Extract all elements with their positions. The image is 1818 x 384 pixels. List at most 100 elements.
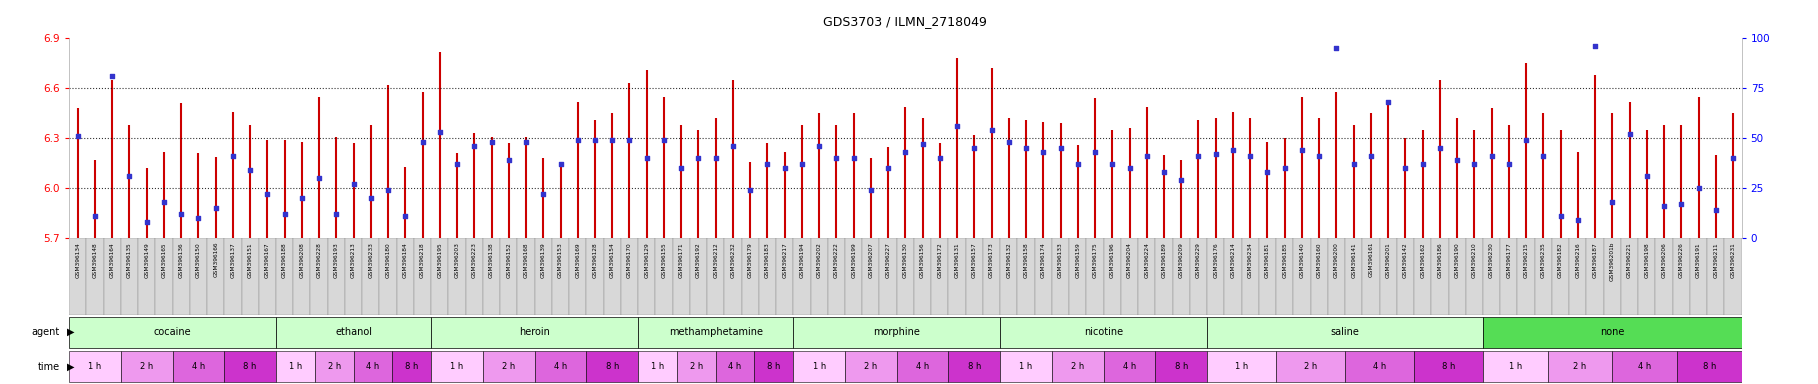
Point (1322, 45, 1351, 51)
Text: GSM396194: GSM396194 (800, 242, 804, 278)
Text: 4 h: 4 h (554, 361, 567, 371)
Text: GSM396131: GSM396131 (954, 242, 960, 278)
Point (718, 143, 747, 149)
Bar (465, 238, 484, 315)
Point (1114, 165, 1144, 171)
Point (684, 155, 713, 161)
Text: GSM396179: GSM396179 (747, 242, 753, 278)
Text: 4 h: 4 h (367, 361, 380, 371)
Bar (896, 238, 914, 315)
Bar (484, 238, 500, 315)
Point (407, 139, 436, 145)
Bar (1053, 238, 1069, 315)
Text: GSM396212: GSM396212 (713, 242, 718, 278)
Point (356, 195, 385, 201)
Point (149, 199, 178, 205)
Text: 1 h: 1 h (813, 361, 825, 371)
Point (649, 137, 678, 143)
Text: GSM396159: GSM396159 (1074, 242, 1080, 278)
Text: GSM396231: GSM396231 (1731, 242, 1736, 278)
Point (1287, 147, 1316, 153)
Bar (1707, 238, 1725, 315)
Text: GSM396162: GSM396162 (1420, 242, 1425, 278)
Bar (1276, 351, 1345, 382)
Bar (1676, 351, 1742, 382)
Text: GSM396193: GSM396193 (335, 242, 338, 278)
Text: GSM396234: GSM396234 (1247, 242, 1253, 278)
Point (633, 155, 662, 161)
Bar (793, 351, 845, 382)
Text: GSM396174: GSM396174 (1042, 242, 1045, 278)
Text: GSM396150: GSM396150 (196, 242, 202, 278)
Text: 2 h: 2 h (864, 361, 878, 371)
Point (1545, 213, 1574, 219)
Point (253, 191, 282, 197)
Text: 2 h: 2 h (140, 361, 153, 371)
Text: morphine: morphine (873, 327, 920, 337)
Point (822, 155, 851, 161)
Bar (949, 351, 1000, 382)
Point (976, 127, 1005, 133)
Text: GSM396208: GSM396208 (300, 242, 304, 278)
Bar (1483, 316, 1742, 348)
Point (425, 129, 454, 135)
Text: GSM396168: GSM396168 (524, 242, 529, 278)
Text: GSM396173: GSM396173 (989, 242, 994, 278)
Text: GSM396180: GSM396180 (385, 242, 391, 278)
Text: 2 h: 2 h (1573, 361, 1587, 371)
Point (1702, 207, 1731, 213)
Point (287, 195, 316, 201)
Point (1718, 155, 1747, 161)
Bar (1483, 238, 1500, 315)
Text: 1 h: 1 h (1020, 361, 1033, 371)
Bar (534, 351, 587, 382)
Bar (949, 238, 965, 315)
Point (1580, 43, 1609, 50)
Point (1374, 99, 1403, 105)
Text: GSM396175: GSM396175 (1093, 242, 1098, 278)
Text: 1 h: 1 h (1234, 361, 1249, 371)
Point (511, 139, 540, 145)
Bar (673, 238, 689, 315)
Bar (811, 238, 827, 315)
Bar (173, 351, 224, 382)
Bar (965, 238, 984, 315)
Bar (1414, 238, 1431, 315)
Text: heroin: heroin (520, 327, 551, 337)
Point (545, 161, 574, 167)
Text: GSM396139: GSM396139 (540, 242, 545, 278)
Bar (1518, 238, 1534, 315)
Bar (1034, 238, 1053, 315)
Point (1045, 145, 1074, 151)
Text: GSM396137: GSM396137 (231, 242, 235, 278)
Bar (1207, 316, 1483, 348)
Text: GSM396188: GSM396188 (282, 242, 287, 278)
Point (994, 139, 1024, 145)
Text: 8 h: 8 h (405, 361, 418, 371)
Text: saline: saline (1331, 327, 1360, 337)
Text: GSM396128: GSM396128 (593, 242, 598, 278)
Point (598, 137, 627, 143)
Bar (707, 238, 724, 315)
Text: GSM396153: GSM396153 (558, 242, 564, 278)
Bar (1087, 238, 1104, 315)
Point (460, 143, 489, 149)
Bar (327, 238, 345, 315)
Point (1476, 153, 1505, 159)
Bar (1534, 238, 1553, 315)
Point (236, 167, 265, 173)
Bar (793, 316, 1000, 348)
Text: nicotine: nicotine (1084, 327, 1124, 337)
Text: GSM396235: GSM396235 (1542, 242, 1545, 278)
Text: 1 h: 1 h (651, 361, 664, 371)
Bar (1656, 238, 1673, 315)
Text: GSM396161: GSM396161 (1369, 242, 1373, 277)
Point (1064, 161, 1093, 167)
Point (1098, 161, 1127, 167)
Bar (293, 238, 311, 315)
Bar (189, 238, 207, 315)
Bar (1603, 238, 1622, 315)
Point (529, 191, 558, 197)
Point (373, 187, 402, 193)
Bar (431, 351, 484, 382)
